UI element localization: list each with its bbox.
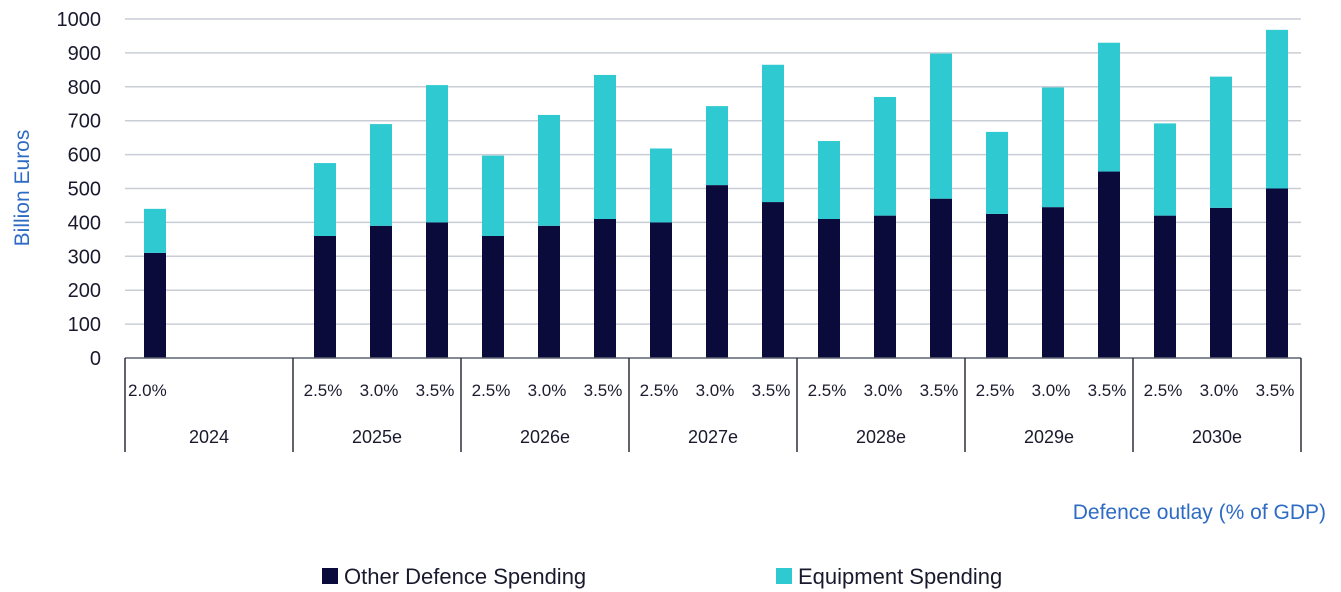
bar-other-defence [594,219,616,358]
bar-equipment [426,85,448,223]
category-label: 2.5% [304,381,343,400]
bar-equipment [706,106,728,186]
category-label: 2.0% [128,381,167,400]
bar-other-defence [1098,171,1120,358]
category-label: 3.0% [528,381,567,400]
category-label: 2.5% [808,381,847,400]
category-label: 3.5% [584,381,623,400]
bar-other-defence [314,235,336,358]
bar-other-defence [930,198,952,358]
category-label: 3.0% [696,381,735,400]
category-label: 3.0% [864,381,903,400]
group-label: 2024 [189,427,229,447]
legend-swatch-equipment [776,568,792,584]
bar-other-defence [426,222,448,358]
bar-other-defence [762,202,784,358]
bar-other-defence [818,219,840,358]
bar-equipment [482,155,504,236]
bars [144,29,1288,358]
y-tick-label: 100 [68,314,101,336]
category-label: 3.5% [752,381,791,400]
bar-other-defence [706,185,728,358]
x-axis: 2024 2.0% 2025e 2.5% 3.0% 3.5% 2026e 2.5% 3.0% 3.… [124,357,1302,452]
group-label: 2027e [688,427,738,447]
bar-other-defence [1210,207,1232,358]
y-axis-ticks: 0 100 200 300 400 500 600 700 800 900 1000 [57,9,102,370]
bar-equipment [370,124,392,226]
bar-other-defence [986,213,1008,358]
bar-other-defence [1266,188,1288,358]
category-label: 2.5% [472,381,511,400]
bar-equipment [818,141,840,220]
bar-equipment [986,131,1008,214]
legend-label: Other Defence Spending [344,564,586,589]
bar-equipment [1210,76,1232,208]
group-label: 2030e [1192,427,1242,447]
y-tick-label: 0 [90,348,101,370]
bar-equipment [1154,123,1176,216]
bar-equipment [874,96,896,216]
group-label: 2026e [520,427,570,447]
y-tick-label: 400 [68,212,101,234]
group-label: 2029e [1024,427,1074,447]
y-tick-label: 900 [68,43,101,65]
category-label: 3.5% [1088,381,1127,400]
bar-equipment [314,163,336,236]
group-label: 2028e [856,427,906,447]
y-tick-label: 600 [68,145,101,167]
x-axis-title: Defence outlay (% of GDP) [1073,501,1326,524]
bar-equipment [762,64,784,203]
category-label: 2.5% [640,381,679,400]
bar-equipment [1266,29,1288,189]
bar-equipment [538,114,560,226]
bar-other-defence [1154,215,1176,358]
legend: Other Defence Spending Equipment Spending [322,564,1002,589]
y-tick-label: 500 [68,179,101,201]
category-label: 2.5% [976,381,1015,400]
bar-equipment [144,208,166,253]
category-label: 3.5% [416,381,455,400]
category-label: 3.0% [360,381,399,400]
bar-equipment [594,74,616,220]
y-axis-title: Billion Euros [11,130,34,247]
y-tick-label: 800 [68,77,101,99]
bar-other-defence [370,225,392,358]
y-tick-label: 700 [68,111,101,133]
bar-other-defence [538,225,560,358]
category-label: 3.5% [920,381,959,400]
bar-equipment [1042,87,1064,208]
bar-other-defence [1042,207,1064,358]
legend-swatch-other-defence [322,568,338,584]
legend-label: Equipment Spending [798,564,1002,589]
bar-other-defence [874,215,896,358]
category-label: 3.0% [1032,381,1071,400]
category-label: 2.5% [1144,381,1183,400]
bar-equipment [1098,42,1120,172]
bar-other-defence [482,235,504,358]
category-label: 3.5% [1256,381,1295,400]
y-tick-label: 1000 [57,9,102,31]
bar-other-defence [144,252,166,358]
y-tick-label: 300 [68,246,101,268]
group-label: 2025e [352,427,402,447]
category-label: 3.0% [1200,381,1239,400]
bar-equipment [650,148,672,223]
bar-other-defence [650,222,672,358]
bar-equipment [930,53,952,199]
y-tick-label: 200 [68,280,101,302]
